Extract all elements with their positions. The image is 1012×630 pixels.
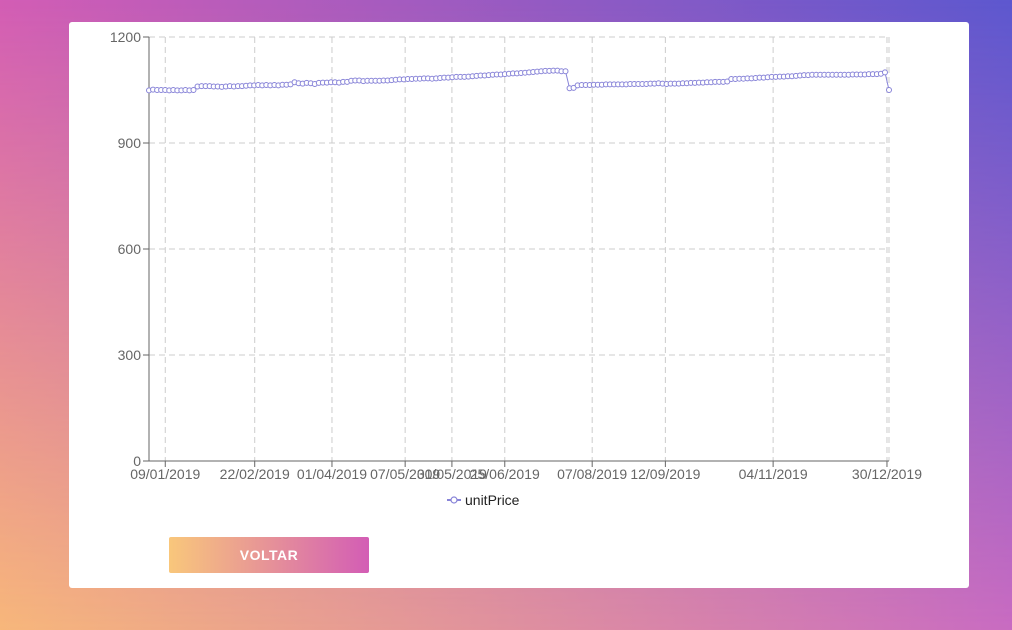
data-point[interactable] — [190, 87, 197, 93]
chart-axes: 0 300 600 900 1200 09/01/2019 22/02/2019 01/04/… — [110, 29, 922, 482]
chart-card: 0 300 600 900 1200 09/01/2019 22/02/2019 01/04/… — [69, 22, 969, 588]
chart-series — [146, 67, 892, 94]
y-tick-label-0: 0 — [133, 453, 141, 469]
y-tick-label-2: 600 — [118, 241, 142, 257]
x-tick-label-5: 25/06/2019 — [470, 466, 540, 482]
data-point[interactable] — [886, 87, 892, 93]
data-point[interactable] — [881, 69, 888, 76]
legend-label: unitPrice — [465, 492, 520, 508]
y-tick-label-1: 300 — [118, 347, 142, 363]
x-tick-label-7: 12/09/2019 — [630, 466, 700, 482]
x-tick-label-1: 22/02/2019 — [220, 466, 290, 482]
x-tick-label-8: 04/11/2019 — [739, 466, 808, 482]
data-point[interactable] — [562, 68, 569, 75]
legend-line-circle-icon — [447, 496, 461, 504]
y-tick-label-4: 1200 — [110, 29, 141, 45]
line-chart: 0 300 600 900 1200 09/01/2019 22/02/2019 01/04/… — [110, 29, 922, 482]
x-tick-label-3: 07/05/2019 — [370, 466, 440, 482]
chart-legend: unitPrice — [447, 491, 519, 509]
x-tick-label-6: 07/08/2019 — [557, 466, 627, 482]
x-tick-label-9: 30/12/2019 — [852, 466, 922, 482]
x-tick-label-2: 01/04/2019 — [297, 466, 367, 482]
y-tick-label-3: 900 — [118, 135, 142, 151]
x-tick-label-4: 30/05/2019 — [417, 466, 487, 482]
back-button[interactable]: VOLTAR — [169, 537, 369, 573]
chart-grid — [149, 36, 890, 461]
x-tick-label-0: 09/01/2019 — [130, 466, 200, 482]
